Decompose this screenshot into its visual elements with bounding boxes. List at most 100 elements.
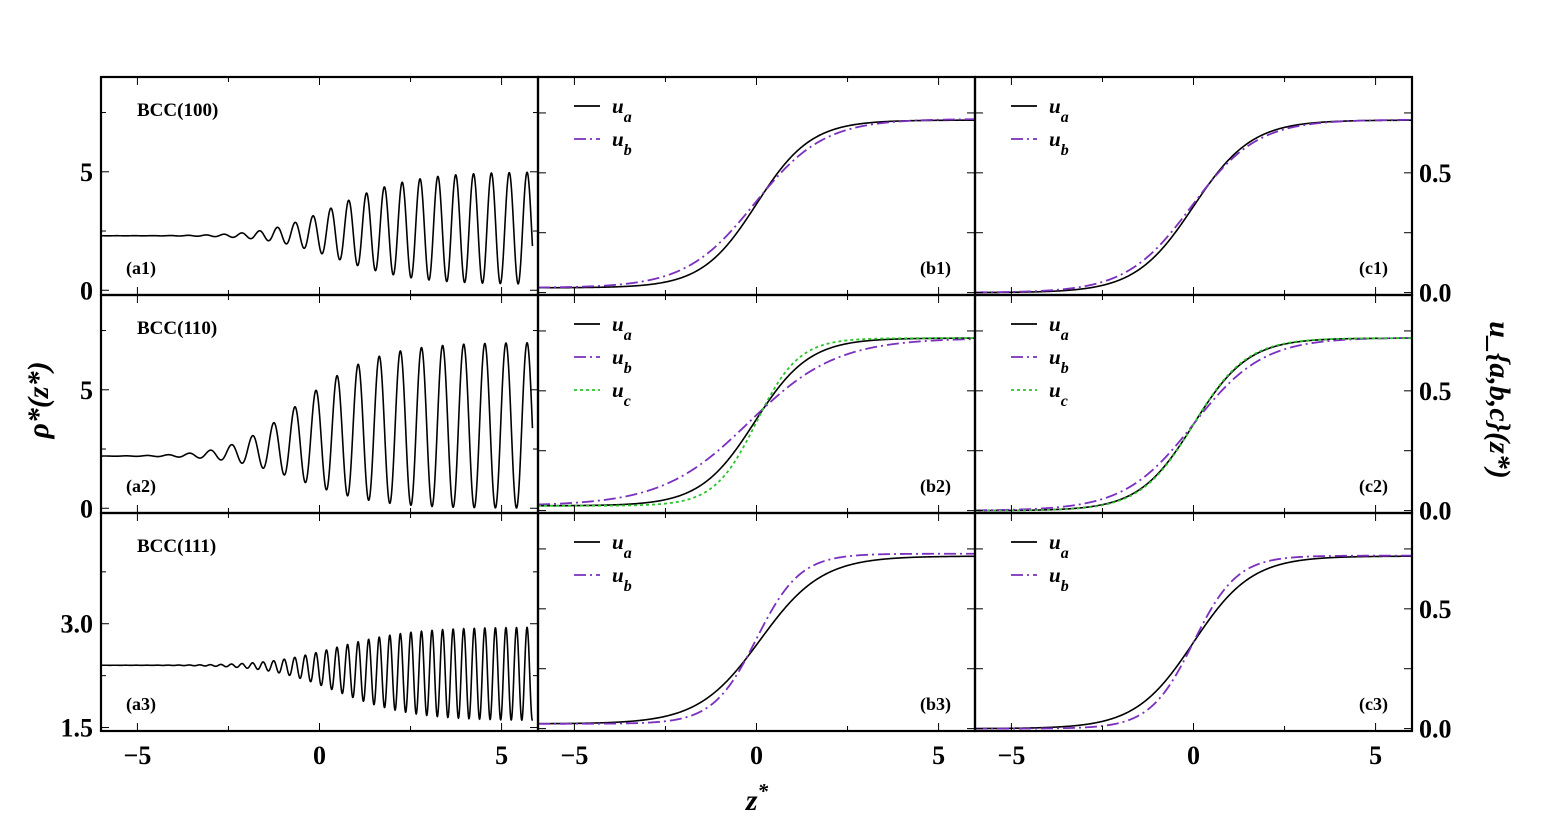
legend-label-u-b: ub bbox=[612, 563, 632, 595]
legend-label-base: u bbox=[1049, 345, 1061, 369]
legend-label-subscript: b bbox=[1061, 360, 1069, 377]
axis-labels: z* ρ*(z*) u_{a,b,c}(z*) bbox=[22, 321, 1516, 817]
legend-label-base: u bbox=[1049, 127, 1061, 151]
legend-label-base: u bbox=[1049, 563, 1061, 587]
panel-frame bbox=[973, 511, 1414, 733]
panel-label: (c2) bbox=[1359, 476, 1388, 497]
legend-label-base: u bbox=[612, 530, 624, 554]
x-tick-label: 0 bbox=[313, 741, 326, 770]
legend-label-u-b: ub bbox=[612, 127, 632, 159]
x-tick-label: 0 bbox=[750, 741, 763, 770]
legend-label-u-b: ub bbox=[1049, 563, 1069, 595]
legend-label-subscript: c bbox=[624, 393, 631, 410]
legend-label-base: u bbox=[1049, 94, 1061, 118]
series-line-u-c bbox=[538, 337, 975, 507]
y-tick-label-right: 0.5 bbox=[1419, 159, 1452, 188]
legend-label-u-a: ua bbox=[612, 94, 632, 126]
x-tick-labels: −5 0 5 −5 0 5 −5 0 5 bbox=[124, 741, 1383, 770]
panel-frame bbox=[536, 75, 977, 297]
x-tick-label: 5 bbox=[932, 741, 945, 770]
panel-label: (a2) bbox=[126, 476, 156, 497]
series-line-u-a bbox=[538, 337, 975, 507]
series-line-u-b bbox=[975, 118, 1412, 294]
legend-label-u-b: ub bbox=[612, 345, 632, 377]
legend-label-subscript: b bbox=[624, 578, 632, 595]
y-tick-label-right: 0.0 bbox=[1419, 497, 1452, 526]
legend-label-u-b: ub bbox=[1049, 345, 1069, 377]
density-panel: 0 5 BCC(110) (a2) bbox=[80, 295, 538, 523]
panel-grid: 05BCC(100)(a1)uaub(b1)uaub(c1)0.00.505BC… bbox=[61, 75, 1452, 770]
x-tick-label: −5 bbox=[998, 741, 1026, 770]
legend-label-u-a: ua bbox=[612, 312, 632, 344]
legend-label-u-a: ua bbox=[1049, 530, 1069, 562]
panel-label: (b3) bbox=[920, 694, 951, 715]
y-axis-label-left: ρ*(z*) bbox=[22, 361, 55, 439]
panel-title: BCC(111) bbox=[137, 536, 216, 557]
x-tick-label: −5 bbox=[561, 741, 589, 770]
x-tick-label: 5 bbox=[1369, 741, 1382, 770]
y-tick-label: 5 bbox=[80, 376, 93, 405]
y-tick-label-right: 0.0 bbox=[1419, 279, 1452, 308]
panel-title: BCC(110) bbox=[137, 318, 217, 339]
panel-label: (c3) bbox=[1359, 694, 1388, 715]
series-line-u-b bbox=[538, 118, 976, 289]
legend-label-subscript: a bbox=[624, 545, 632, 562]
panel-title: BCC(100) bbox=[137, 100, 218, 121]
x-tick-label: 0 bbox=[1187, 741, 1200, 770]
x-tick-label: −5 bbox=[124, 741, 152, 770]
legend-label-subscript: a bbox=[624, 109, 632, 126]
y-tick-label-right: 0.5 bbox=[1419, 595, 1452, 624]
legend-label-base: u bbox=[612, 94, 624, 118]
legend-label-u-a: ua bbox=[612, 530, 632, 562]
series-line-u-a bbox=[537, 555, 976, 725]
y-tick-label: 3.0 bbox=[61, 610, 94, 639]
panel-label: (c1) bbox=[1359, 258, 1388, 279]
y-tick-label: 1.5 bbox=[61, 714, 94, 743]
series-line-u-c bbox=[975, 337, 1412, 512]
y-tick-label: 0 bbox=[80, 276, 93, 305]
y-tick-label-right: 0.5 bbox=[1419, 377, 1452, 406]
legend-label-base: u bbox=[1049, 378, 1061, 402]
legend-label-subscript: b bbox=[624, 360, 632, 377]
legend-label-u-a: ua bbox=[1049, 94, 1069, 126]
panel-frame bbox=[973, 75, 1414, 297]
panel-label: (a1) bbox=[126, 258, 156, 279]
legend-label-base: u bbox=[1049, 312, 1061, 336]
y-tick-label-right: 0.0 bbox=[1419, 715, 1452, 744]
legend-label-subscript: a bbox=[624, 327, 632, 344]
panel-frame bbox=[973, 293, 1414, 515]
series-line-u-b bbox=[537, 338, 976, 506]
legend-label-base: u bbox=[1049, 530, 1061, 554]
legend-label-subscript: b bbox=[1061, 578, 1069, 595]
legend-label-base: u bbox=[612, 312, 624, 336]
legend-label-subscript: a bbox=[1061, 327, 1069, 344]
legend-label-subscript: a bbox=[1061, 109, 1069, 126]
density-line bbox=[101, 341, 534, 509]
series-line-u-a bbox=[538, 119, 975, 289]
panel-frames bbox=[99, 75, 1414, 733]
legend-label-subscript: a bbox=[1061, 545, 1069, 562]
legend-label-base: u bbox=[612, 127, 624, 151]
legend-label-base: u bbox=[612, 378, 624, 402]
legend-label-subscript: b bbox=[624, 142, 632, 159]
x-tick-label: 5 bbox=[495, 741, 508, 770]
panel-label: (b2) bbox=[920, 476, 951, 497]
density-line bbox=[101, 171, 534, 285]
density-line bbox=[101, 626, 534, 722]
legend-label-base: u bbox=[612, 345, 624, 369]
legend-label-u-a: ua bbox=[1049, 312, 1069, 344]
legend-label-subscript: b bbox=[1061, 142, 1069, 159]
y-tick-label: 5 bbox=[80, 158, 93, 187]
series-line-u-b bbox=[538, 552, 975, 725]
legend-label-u-b: ub bbox=[1049, 127, 1069, 159]
panel-label: (a3) bbox=[126, 694, 156, 715]
legend-label-base: u bbox=[612, 563, 624, 587]
series-line-u-b bbox=[975, 554, 1412, 730]
